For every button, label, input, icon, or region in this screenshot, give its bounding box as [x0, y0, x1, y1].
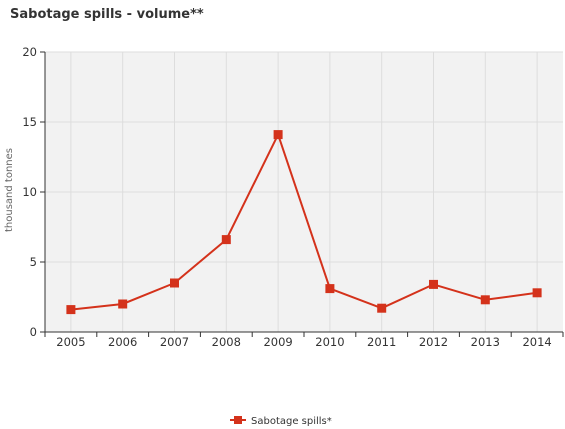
y-tick-label: 15 [22, 115, 37, 129]
y-axis-title: thousand tonnes [4, 148, 15, 232]
gridlines [45, 51, 563, 332]
series-line [70, 133, 538, 311]
x-tick-label: 2009 [263, 335, 292, 349]
x-tick-label: 2006 [108, 335, 137, 349]
data-point-marker[interactable] [325, 284, 335, 294]
y-tick-label: 5 [30, 255, 37, 269]
x-tick-label: 2013 [471, 335, 500, 349]
legend-marker [234, 416, 242, 424]
data-point-marker[interactable] [532, 288, 542, 298]
x-axis-ticks: 2005 2006 2007 2008 2009 2010 2011 2012 2013 2014 [44, 332, 564, 349]
data-point-marker[interactable] [429, 279, 438, 289]
y-tick-label: 10 [22, 185, 37, 199]
legend[interactable]: Sabotage spills* [230, 416, 332, 427]
data-point-marker[interactable] [66, 305, 76, 315]
data-point-marker[interactable] [118, 299, 128, 309]
x-tick-label: 2011 [367, 335, 396, 349]
x-tick-label: 2005 [56, 335, 85, 349]
data-point-marker[interactable] [273, 130, 283, 140]
x-tick-label: 2012 [419, 335, 448, 349]
series-sabotage-spills [66, 130, 542, 315]
data-point-marker[interactable] [221, 235, 231, 245]
x-tick-label: 2014 [522, 335, 551, 349]
data-point-marker[interactable] [377, 303, 387, 313]
data-point-marker[interactable] [170, 278, 179, 288]
x-tick-label: 2008 [212, 335, 241, 349]
y-axis-ticks: 0 5 10 15 20 [22, 45, 45, 339]
chart-title: Sabotage spills - volume** [10, 7, 204, 22]
x-tick-label: 2010 [315, 335, 344, 349]
y-tick-label: 20 [22, 45, 37, 59]
y-tick-label: 0 [30, 325, 37, 339]
legend-label: Sabotage spills* [251, 416, 332, 427]
data-point-marker[interactable] [480, 295, 490, 305]
x-tick-label: 2007 [160, 335, 189, 349]
